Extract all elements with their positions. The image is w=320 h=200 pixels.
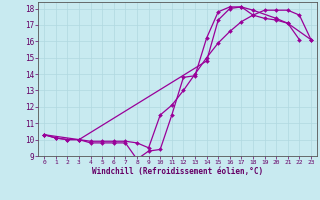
X-axis label: Windchill (Refroidissement éolien,°C): Windchill (Refroidissement éolien,°C) xyxy=(92,167,263,176)
